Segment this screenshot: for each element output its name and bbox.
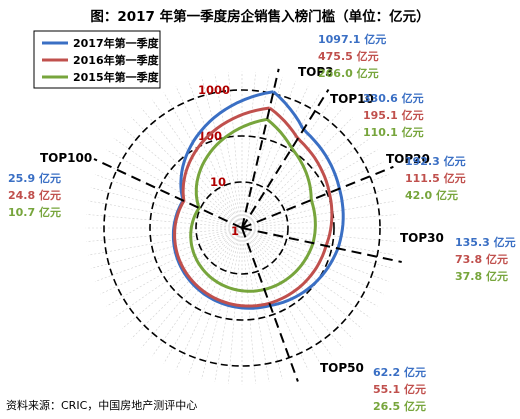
value-label: 37.8 亿元	[455, 269, 508, 283]
grid-spoke	[152, 227, 243, 357]
value-label: 111.5 亿元	[405, 171, 466, 185]
value-label: 192.3 亿元	[405, 154, 466, 168]
category-axis	[241, 88, 330, 229]
source-note: 资料来源：CRIC，中国房地产测评中心	[6, 398, 197, 412]
value-label: 55.1 亿元	[373, 382, 426, 396]
ring-circle	[149, 135, 335, 321]
category-axis	[241, 68, 280, 229]
series-line-2017	[171, 90, 345, 310]
legend-entry: 2016年第一季度	[73, 53, 160, 67]
category-label: TOP3	[298, 65, 334, 79]
legend: 2017年第一季度 2016年第一季度 2015年第一季度	[33, 30, 161, 89]
grid-spoke	[241, 227, 309, 370]
ring-label: 1000	[198, 83, 230, 97]
value-label: 10.7 亿元	[8, 205, 61, 219]
value-label: 266.0 亿元	[318, 66, 379, 80]
category-axis	[93, 158, 243, 229]
category-axes	[93, 68, 402, 382]
category-label: TOP30	[400, 231, 444, 245]
grid-spoke	[241, 227, 398, 242]
grid-spoke	[241, 214, 398, 229]
value-label: 73.8 亿元	[455, 252, 508, 266]
value-label: 1097.1 亿元	[318, 32, 386, 46]
value-label: 475.5 亿元	[318, 49, 379, 63]
grid-spoke	[86, 227, 243, 242]
category-label: TOP100	[40, 151, 92, 165]
grid-spoke	[241, 227, 394, 269]
grid-spoke	[228, 72, 243, 229]
category-label: TOP50	[320, 361, 364, 375]
value-label: 26.5 亿元	[373, 399, 426, 413]
value-label: 330.6 亿元	[363, 91, 424, 105]
category-label: TOP10	[330, 92, 374, 106]
series-line-2015	[189, 117, 317, 293]
ring-circle	[103, 89, 381, 367]
grid-spoke	[90, 227, 243, 269]
grid-spoke	[94, 227, 243, 282]
legend-entry: 2015年第一季度	[73, 70, 160, 84]
ring-label: 10	[210, 175, 226, 189]
chart-title: 图：2017 年第一季度房企销售入榜门槛（单位：亿元）	[90, 8, 429, 25]
value-labels: 1097.1 亿元 330.6 亿元 192.3 亿元 135.3 亿元 62.2 亿元…	[8, 32, 516, 413]
legend-entry: 2017年第一季度	[73, 36, 160, 50]
series-line-2016	[173, 106, 334, 308]
grid-spoke	[241, 117, 353, 229]
series-lines	[171, 90, 345, 310]
ring-circles	[103, 89, 381, 367]
grid-spoke	[201, 76, 243, 229]
value-label: 24.8 亿元	[8, 188, 61, 202]
grid-spoke	[131, 227, 243, 339]
grid-spoke	[86, 214, 243, 229]
ring-label: 1	[231, 224, 239, 238]
value-label: 110.1 亿元	[363, 125, 424, 139]
value-label: 42.0 亿元	[405, 188, 458, 202]
category-label: TOP20	[386, 152, 430, 166]
category-axis	[241, 165, 394, 229]
category-axis	[241, 227, 299, 382]
value-label: 62.2 亿元	[373, 365, 426, 379]
grid-spoke	[241, 227, 353, 339]
category-axis	[241, 227, 402, 263]
value-label: 25.9 亿元	[8, 171, 61, 185]
value-label: 195.1 亿元	[363, 108, 424, 122]
category-labels: TOP3 TOP10 TOP20 TOP30 TOP50 TOP100	[40, 65, 444, 375]
value-label: 135.3 亿元	[455, 235, 516, 249]
ring-circle	[195, 181, 289, 275]
